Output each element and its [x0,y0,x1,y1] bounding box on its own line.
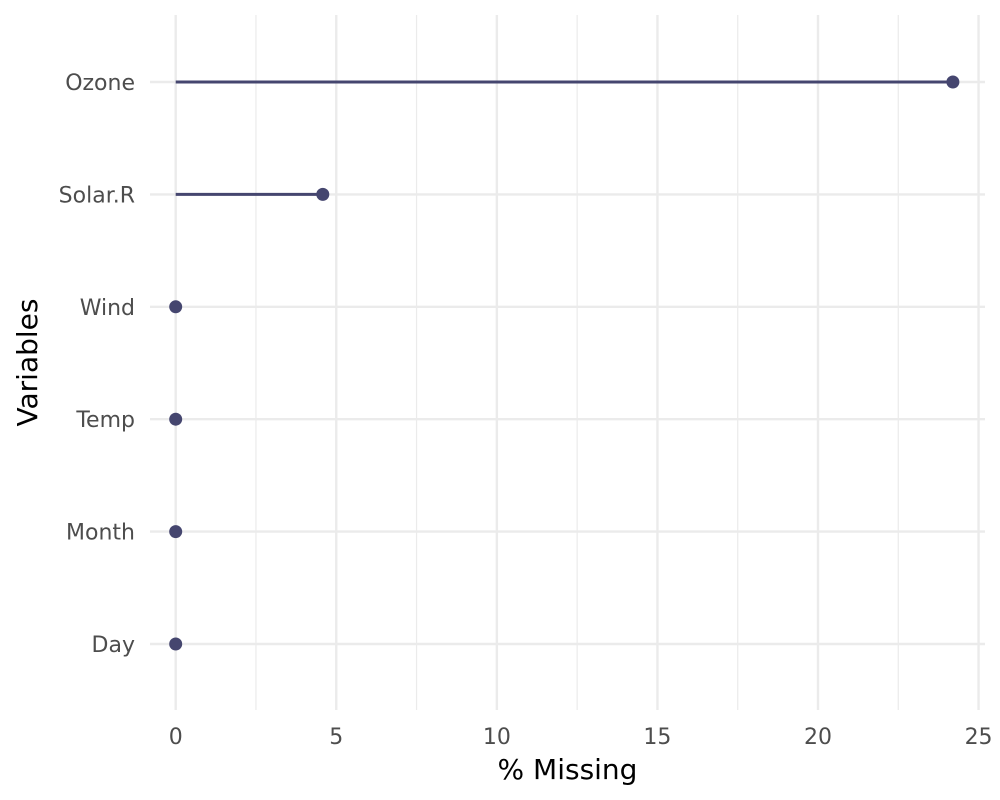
grid [150,15,985,710]
x-tick-label: 0 [169,725,183,750]
y-tick-label: Wind [80,296,135,321]
lollipop-point [316,187,330,201]
x-tick-label: 5 [329,725,343,750]
y-axis-title: Variables [11,299,44,427]
y-tick-label: Temp [75,408,135,433]
x-axis-tick-labels: 0 5 10 15 20 25 [169,725,993,750]
chart-marks [169,75,960,651]
y-tick-label: Month [66,521,135,546]
x-tick-label: 15 [643,725,671,750]
x-tick-label: 10 [483,725,511,750]
x-axis-title: % Missing [498,753,638,786]
y-tick-label: Ozone [65,71,135,96]
y-tick-label: Day [92,633,135,658]
lollipop-point [169,637,183,651]
lollipop-point [169,412,183,426]
x-tick-label: 20 [804,725,832,750]
lollipop-point [946,75,960,89]
y-tick-label: Solar.R [59,183,135,208]
y-axis-tick-labels: Ozone Solar.R Wind Temp Month Day [59,71,135,658]
x-tick-label: 25 [965,725,993,750]
lollipop-point [169,300,183,314]
lollipop-point [169,525,183,539]
